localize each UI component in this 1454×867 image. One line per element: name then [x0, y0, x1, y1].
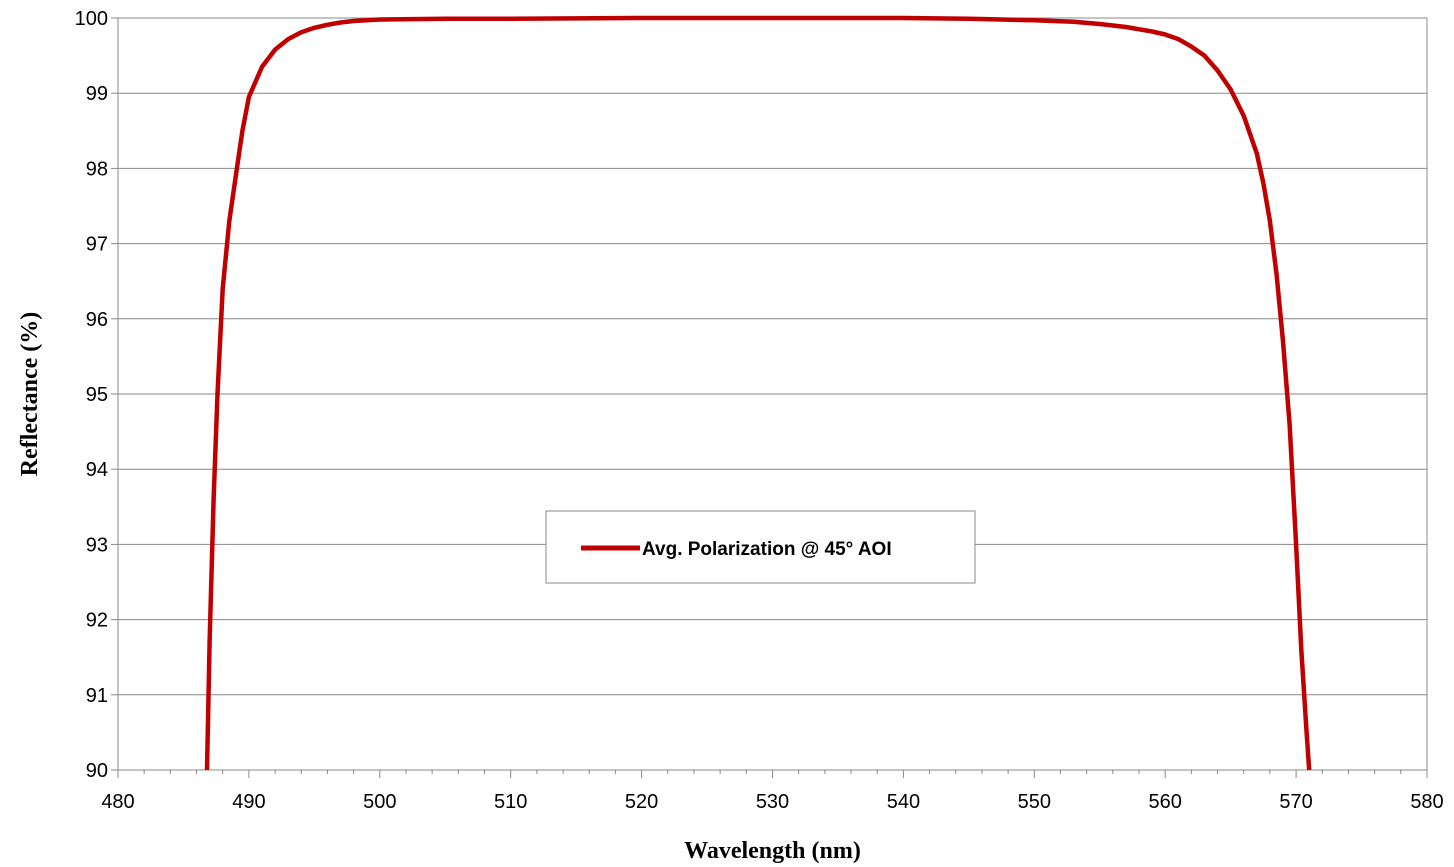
y-tick-label: 98 — [86, 158, 108, 180]
x-tick-label: 520 — [625, 791, 658, 813]
y-tick-label: 93 — [86, 534, 108, 556]
x-tick-label: 540 — [887, 791, 920, 813]
y-tick-label: 100 — [75, 8, 108, 30]
y-tick-label: 99 — [86, 83, 108, 105]
y-tick-label: 97 — [86, 234, 108, 256]
x-tick-label: 570 — [1279, 791, 1312, 813]
legend-label: Avg. Polarization @ 45° AOI — [642, 539, 892, 560]
x-axis-title: Wavelength (nm) — [684, 838, 861, 864]
y-tick-label: 91 — [86, 685, 108, 707]
x-tick-label: 560 — [1149, 791, 1182, 813]
x-tick-label: 510 — [494, 791, 527, 813]
axes — [111, 17, 1428, 778]
y-tick-label: 90 — [86, 760, 108, 782]
y-axis-title: Reflectance (%) — [17, 312, 43, 477]
y-tick-label: 94 — [86, 459, 108, 481]
y-tick-label: 96 — [86, 309, 108, 331]
x-tick-label: 480 — [101, 791, 134, 813]
x-tick-label: 550 — [1018, 791, 1051, 813]
x-tick-label: 490 — [232, 791, 265, 813]
legend: Avg. Polarization @ 45° AOI — [545, 510, 976, 584]
y-tick-label: 92 — [86, 610, 108, 632]
x-tick-label: 500 — [363, 791, 396, 813]
y-tick-label: 95 — [86, 384, 108, 406]
x-tick-label: 580 — [1410, 791, 1443, 813]
x-tick-label: 530 — [756, 791, 789, 813]
series-layer — [204, 15, 1312, 771]
series-line — [204, 15, 1312, 771]
tick-labels: 90 91 92 93 94 95 96 97 98 99 100 480 490 500 510 520 53… — [75, 8, 1444, 813]
grid-lines — [118, 17, 1427, 771]
